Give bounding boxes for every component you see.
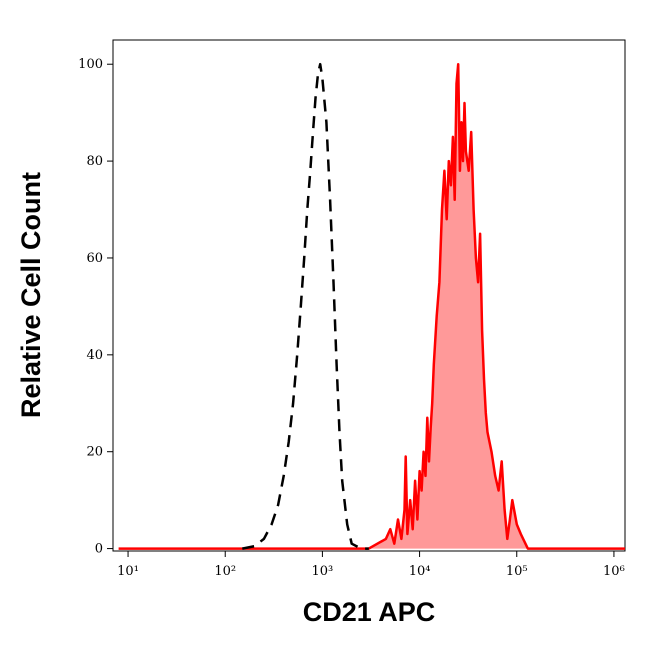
histogram-area	[118, 64, 625, 549]
y-tick-label: 20	[86, 445, 103, 460]
y-axis-title: Relative Cell Count	[16, 172, 46, 418]
y-tick-label: 60	[86, 251, 103, 266]
y-tick-label: 100	[78, 57, 103, 72]
histogram-line	[118, 62, 625, 550]
y-tick-label: 80	[86, 154, 103, 169]
x-tick-label: 10⁴	[409, 564, 431, 579]
histogram-line	[242, 62, 369, 550]
x-axis-title: CD21 APC	[303, 597, 436, 627]
x-tick-label: 10⁵	[506, 564, 528, 579]
x-tick-label: 10¹	[117, 564, 139, 579]
x-tick-label: 10⁶	[603, 564, 625, 579]
y-tick-label: 40	[86, 348, 103, 363]
x-tick-label: 10²	[214, 564, 236, 579]
y-tick-label: 0	[95, 542, 103, 557]
x-tick-label: 10³	[312, 564, 334, 579]
plot-frame	[112, 39, 626, 552]
